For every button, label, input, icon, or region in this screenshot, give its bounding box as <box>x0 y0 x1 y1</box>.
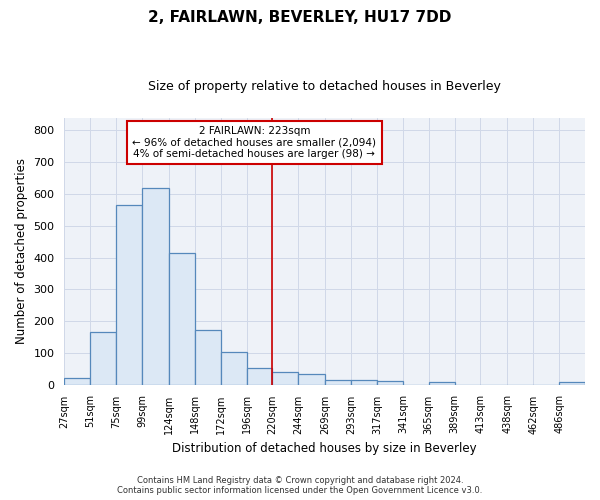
Bar <box>169 254 195 384</box>
Bar <box>221 352 247 384</box>
Bar <box>298 374 325 384</box>
Text: Contains HM Land Registry data © Crown copyright and database right 2024.
Contai: Contains HM Land Registry data © Crown c… <box>118 476 482 495</box>
Bar <box>247 368 272 384</box>
Text: 2, FAIRLAWN, BEVERLEY, HU17 7DD: 2, FAIRLAWN, BEVERLEY, HU17 7DD <box>148 10 452 25</box>
Bar <box>64 378 90 384</box>
X-axis label: Distribution of detached houses by size in Beverley: Distribution of detached houses by size … <box>172 442 477 455</box>
Bar <box>377 382 403 384</box>
Bar <box>142 188 169 384</box>
Title: Size of property relative to detached houses in Beverley: Size of property relative to detached ho… <box>148 80 501 93</box>
Bar <box>116 205 142 384</box>
Bar <box>272 372 298 384</box>
Bar <box>429 382 455 384</box>
Bar <box>195 330 221 384</box>
Y-axis label: Number of detached properties: Number of detached properties <box>15 158 28 344</box>
Text: 2 FAIRLAWN: 223sqm
← 96% of detached houses are smaller (2,094)
4% of semi-detac: 2 FAIRLAWN: 223sqm ← 96% of detached hou… <box>133 126 376 159</box>
Bar <box>325 380 351 384</box>
Bar <box>559 382 585 384</box>
Bar <box>351 380 377 384</box>
Bar <box>90 332 116 384</box>
